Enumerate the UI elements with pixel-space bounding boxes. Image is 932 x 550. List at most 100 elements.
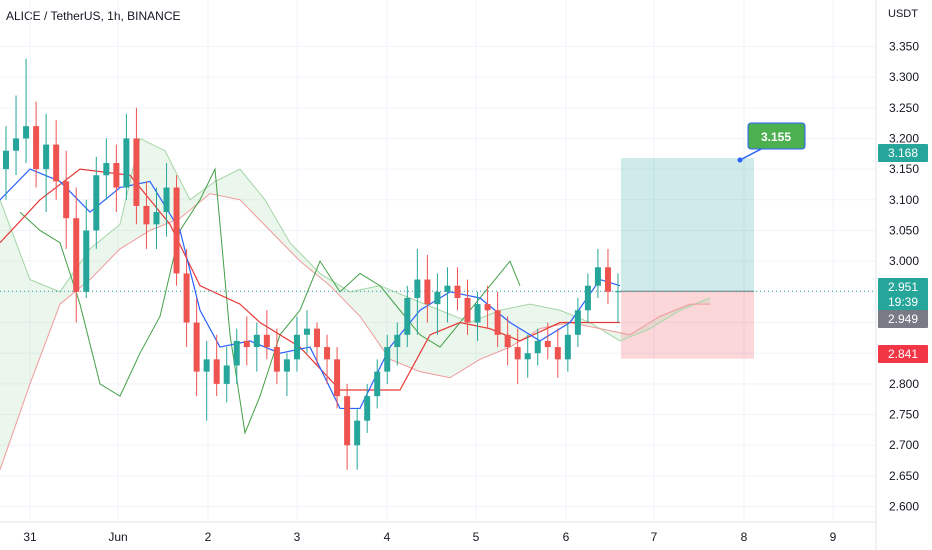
candle-body (394, 334, 401, 348)
candle-body (484, 304, 491, 311)
candle-body (454, 285, 461, 298)
candle-body (534, 340, 541, 354)
candle-body (604, 267, 611, 292)
candle-body (574, 310, 581, 335)
candle-body (203, 359, 210, 372)
candle-body (113, 162, 120, 188)
candle-body (193, 322, 200, 372)
price-tag-target (878, 144, 928, 162)
callout-pointer (739, 147, 764, 161)
candle-body (73, 218, 80, 292)
candle-body (444, 285, 451, 292)
conversion-line (0, 168, 621, 410)
x-tick-label: 2 (205, 530, 212, 544)
senkou-a-line (0, 137, 711, 342)
candle-body (374, 371, 381, 397)
x-tick-label: 4 (384, 530, 391, 544)
overlays: 3.155 (0, 122, 876, 470)
candle-body (103, 162, 110, 176)
loss-zone (621, 291, 754, 359)
price-tag-reference (878, 310, 928, 328)
price-tag-stop (878, 345, 928, 363)
x-tick-label: 5 (473, 530, 480, 544)
y-tick-label: 3.250 (889, 101, 919, 115)
candle-body (334, 359, 341, 397)
candle-body (615, 291, 621, 293)
price-tag-countdown: 19:39 (888, 295, 918, 309)
candle-body (384, 347, 391, 372)
callout-label: 3.155 (761, 130, 791, 144)
candle-body (133, 138, 140, 206)
candle-body (293, 334, 300, 360)
candle-body (494, 310, 501, 335)
price-tag-value: 2.951 (888, 280, 918, 294)
x-tick-label: 3 (294, 530, 301, 544)
candle-body (314, 328, 321, 348)
y-tick-label: 3.000 (889, 254, 919, 268)
senkou-b-line (0, 193, 710, 470)
candle-body (364, 396, 371, 421)
candle-body (83, 230, 90, 292)
y-tick-label: 3.100 (889, 193, 919, 207)
price-axis-unit: USDT (888, 8, 918, 20)
y-tick-label: 2.800 (889, 377, 919, 391)
candle-body (223, 365, 230, 384)
x-tick-label: 31 (23, 530, 37, 544)
y-tick-label: 2.750 (889, 408, 919, 422)
x-tick-label: 7 (651, 530, 658, 544)
candle-body (93, 175, 100, 231)
candle-body (213, 359, 220, 384)
candle-body (13, 138, 20, 151)
candle-body (354, 420, 361, 446)
candle-body (273, 347, 280, 372)
y-tick-label: 3.200 (889, 131, 919, 145)
candle-body (344, 396, 351, 446)
candle-body (43, 144, 50, 170)
candle-body (424, 279, 431, 305)
x-tick-label: Jun (108, 530, 127, 544)
candle-body (163, 187, 170, 213)
candle-body (243, 340, 250, 348)
x-tick-label: 6 (563, 530, 570, 544)
y-tick-label: 3.300 (889, 70, 919, 84)
candle-body (584, 285, 591, 311)
y-tick-label: 3.350 (889, 39, 919, 53)
candle-body (63, 181, 70, 219)
lagging-span (19, 167, 521, 435)
callout-anchor (737, 157, 743, 163)
y-tick-label: 3.050 (889, 223, 919, 237)
candle-body (123, 138, 130, 188)
candle-body (514, 347, 521, 360)
candles (3, 58, 621, 470)
candle-body (153, 212, 160, 225)
price-tag-last (878, 278, 928, 312)
candle-body (33, 126, 40, 170)
candle-body (23, 126, 30, 139)
candle-body (253, 334, 260, 348)
y-tick-label: 2.700 (889, 438, 919, 452)
candle-body (464, 297, 471, 323)
candle-body (233, 340, 240, 366)
candle-body (564, 334, 571, 360)
callout-box (747, 122, 806, 150)
candle-body (183, 273, 190, 323)
y-tick-label: 3.150 (889, 162, 919, 176)
candle-body (524, 353, 531, 360)
x-tick-label: 8 (741, 530, 748, 544)
price-tag-value: 3.168 (888, 146, 918, 160)
y-tick-label: 2.650 (889, 469, 919, 483)
y-tick-label: 2.600 (889, 500, 919, 514)
candle-body (554, 347, 561, 360)
candle-body (324, 347, 331, 360)
candle-body (143, 205, 150, 225)
candle-body (283, 359, 290, 372)
candle-body (594, 267, 601, 286)
chart-title: ALICE / TetherUS, 1h, BINANCE (6, 9, 181, 23)
candle-body (404, 297, 411, 335)
candle-body (173, 187, 180, 274)
price-tag-value: 2.841 (888, 347, 918, 361)
grid (0, 0, 876, 522)
